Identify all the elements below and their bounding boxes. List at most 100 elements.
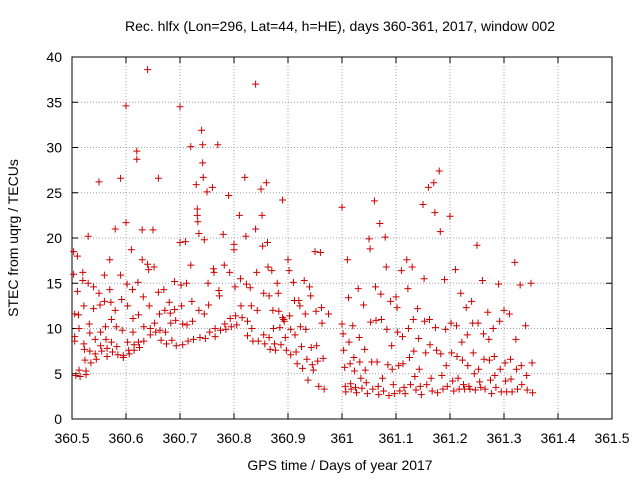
data-point — [73, 287, 81, 295]
data-points — [70, 66, 537, 399]
data-point — [311, 248, 319, 256]
data-point — [279, 314, 287, 322]
data-point — [343, 256, 351, 264]
data-point — [383, 325, 391, 333]
data-point — [112, 323, 120, 331]
chart-title: Rec. hlfx (Lon=296, Lat=44, h=HE), days … — [125, 18, 555, 34]
y-tick-label: 5 — [54, 366, 62, 382]
data-point — [227, 323, 235, 331]
data-point — [237, 302, 245, 310]
data-point — [183, 321, 191, 329]
data-point — [166, 309, 174, 317]
data-point — [446, 212, 454, 220]
data-point — [79, 268, 87, 276]
data-point — [76, 372, 84, 380]
data-point — [107, 338, 115, 346]
data-point — [226, 268, 234, 276]
data-point — [528, 359, 536, 367]
data-point — [453, 353, 461, 361]
data-point — [113, 343, 121, 351]
data-point — [485, 356, 493, 364]
data-point — [230, 246, 238, 254]
data-point — [181, 238, 189, 246]
data-point — [480, 355, 488, 363]
data-point — [97, 328, 105, 336]
axis-ticks: 360.5 360.6 360.7 360.8 360.9 361 361.1 361.2 36… — [46, 49, 629, 446]
data-point — [271, 340, 278, 348]
data-point — [389, 381, 397, 389]
data-point — [369, 385, 377, 393]
data-point — [316, 248, 324, 256]
data-point — [421, 317, 429, 325]
data-point — [362, 379, 370, 387]
data-point — [419, 201, 427, 209]
data-point — [124, 338, 132, 346]
data-point — [517, 362, 525, 370]
data-point — [366, 245, 374, 253]
data-point — [355, 334, 363, 342]
data-point — [376, 220, 384, 228]
x-tick-label: 360.7 — [162, 430, 197, 446]
data-point — [481, 385, 489, 393]
data-point — [449, 377, 457, 385]
data-point — [206, 328, 214, 336]
data-point — [433, 346, 440, 354]
data-point — [487, 376, 494, 384]
data-point — [198, 126, 206, 134]
data-point — [254, 337, 262, 345]
x-tick-label: 361.4 — [540, 430, 575, 446]
data-point — [114, 351, 122, 359]
data-point — [423, 381, 431, 389]
data-point — [80, 302, 88, 310]
data-point — [417, 391, 425, 399]
data-point — [354, 285, 362, 293]
y-tick-label: 30 — [46, 140, 62, 156]
data-point — [372, 316, 380, 324]
data-point — [118, 296, 126, 304]
data-point — [442, 362, 450, 370]
data-point — [195, 229, 203, 237]
data-point — [313, 342, 321, 350]
data-point — [511, 258, 519, 266]
data-point — [289, 278, 297, 286]
data-point — [527, 279, 535, 287]
data-point — [388, 365, 396, 373]
data-point — [92, 355, 100, 363]
data-point — [410, 347, 418, 355]
data-point — [282, 346, 290, 354]
data-point — [473, 241, 481, 249]
data-point — [388, 342, 396, 350]
data-point — [172, 316, 180, 324]
data-point — [260, 289, 268, 297]
data-point — [416, 382, 424, 390]
data-point — [215, 286, 223, 294]
data-point — [312, 307, 320, 315]
x-tick-label: 360.5 — [54, 430, 89, 446]
data-point — [365, 235, 373, 243]
data-point — [317, 304, 325, 312]
data-point — [273, 279, 281, 287]
data-point — [266, 345, 274, 353]
data-point — [70, 270, 78, 278]
data-point — [380, 387, 388, 395]
data-point — [82, 371, 90, 379]
data-point — [409, 315, 417, 323]
data-point — [347, 385, 355, 393]
data-point — [488, 390, 496, 398]
data-point — [73, 252, 81, 260]
data-point — [238, 314, 246, 322]
data-point — [411, 372, 419, 380]
data-point — [457, 289, 465, 297]
data-point — [401, 390, 409, 398]
data-point — [124, 302, 132, 310]
x-tick-label: 361.1 — [378, 430, 413, 446]
data-point — [161, 328, 169, 336]
data-point — [71, 310, 79, 318]
data-point — [292, 348, 300, 356]
data-point — [268, 267, 276, 275]
data-point — [371, 283, 379, 291]
data-point — [258, 211, 266, 219]
data-point — [463, 331, 471, 339]
data-point — [146, 331, 154, 339]
data-point — [338, 203, 346, 211]
